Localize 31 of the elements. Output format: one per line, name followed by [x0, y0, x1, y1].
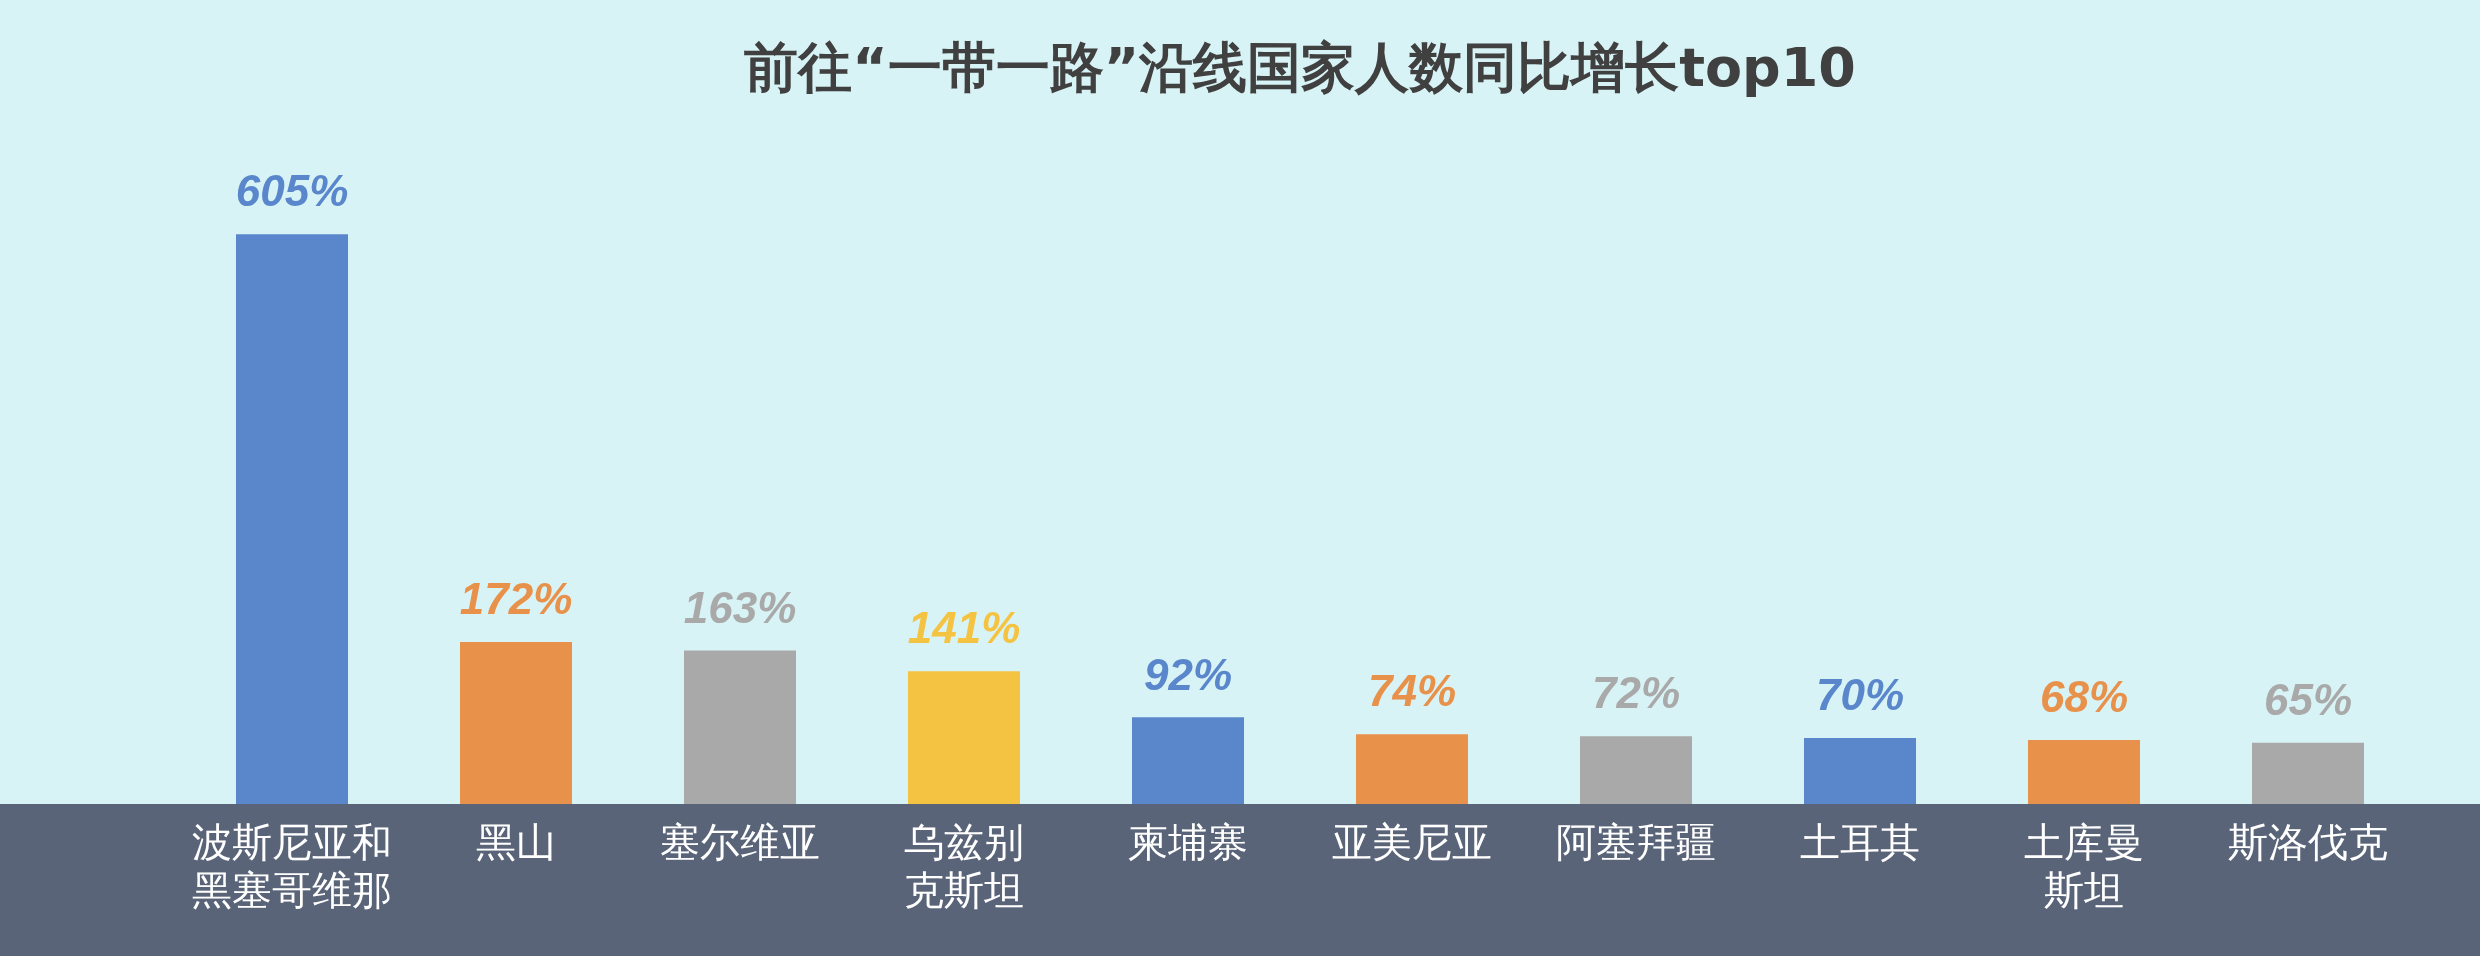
x-tick-label: 亚美尼亚 — [1332, 819, 1492, 866]
x-tick-label: 柬埔寨 — [1128, 819, 1248, 866]
data-label: 605% — [235, 166, 349, 216]
data-label: 70% — [1815, 670, 1905, 720]
data-label: 65% — [2263, 674, 2353, 724]
data-label: 163% — [683, 582, 797, 632]
bar — [908, 671, 1020, 804]
chart-title: 前往“一带一路”沿线国家人数同比增长top10 — [744, 36, 1856, 100]
bar — [1580, 736, 1692, 804]
x-tick-label: 乌兹别克斯坦 — [904, 819, 1024, 914]
data-label: 74% — [1367, 666, 1457, 716]
data-label: 72% — [1591, 668, 1681, 718]
x-tick-label: 斯洛伐克 — [2228, 819, 2388, 866]
bar — [2028, 739, 2140, 804]
bar — [460, 642, 572, 804]
data-label: 141% — [907, 603, 1021, 653]
data-label: 172% — [459, 574, 573, 624]
data-label: 92% — [1143, 649, 1233, 699]
bar — [2252, 742, 2364, 804]
bar — [684, 650, 796, 804]
x-tick-label: 土库曼斯坦 — [2024, 819, 2144, 914]
x-tick-label: 波斯尼亚和黑塞哥维那 — [192, 819, 392, 914]
bar — [1804, 738, 1916, 804]
x-tick-label: 塞尔维亚 — [660, 819, 820, 866]
x-tick-label: 黑山 — [476, 819, 556, 866]
x-tick-label: 土耳其 — [1800, 819, 1920, 866]
data-label: 68% — [2039, 672, 2129, 722]
x-tick-label: 阿塞拜疆 — [1556, 819, 1716, 866]
bar — [1132, 717, 1244, 804]
bar — [236, 234, 348, 804]
bar — [1356, 734, 1468, 804]
